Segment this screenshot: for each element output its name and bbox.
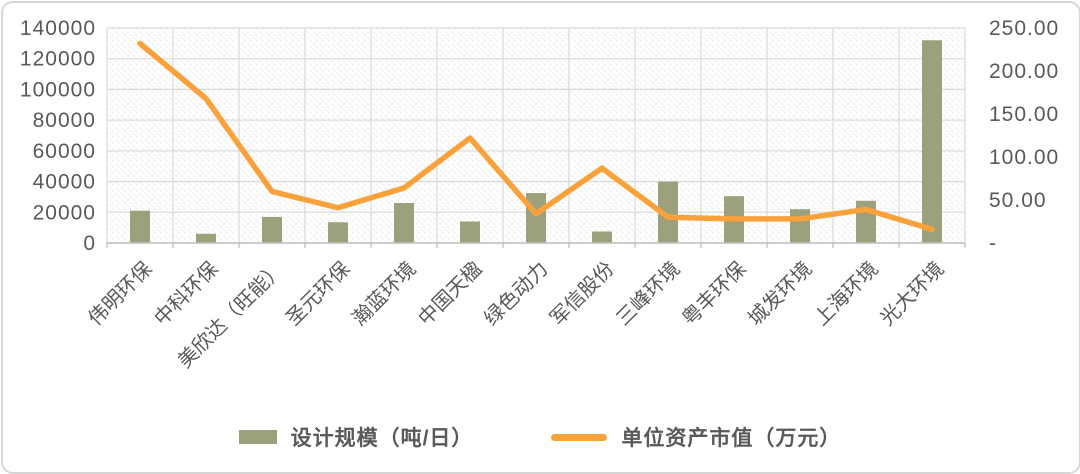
design-scale-bar [328, 222, 348, 243]
x-category-label: 粤丰环保 [678, 257, 751, 330]
design-scale-bar [922, 40, 942, 244]
x-category-label: 绿色动力 [480, 257, 553, 330]
gridlines [106, 27, 966, 244]
y-axis-right-labels: - 50.00 100.00 150.00 200.00 250.00 [989, 17, 1059, 255]
x-category-label: 上海环境 [810, 257, 883, 330]
y-right-tick-label: 100.00 [989, 146, 1059, 169]
x-category-label: 中国天楹 [414, 257, 487, 330]
y-right-tick-label: 250.00 [989, 17, 1059, 40]
x-category-label: 瀚蓝环境 [348, 257, 421, 330]
bar-series-design-scale [130, 40, 942, 244]
legend-label-unit-asset-value: 单位资产市值（万元） [621, 427, 842, 450]
x-category-label: 城发环境 [744, 257, 817, 330]
y-axis-left-labels: 0 20000 40000 60000 80000 100000 120000 140000 [20, 17, 96, 255]
line-series-unit-asset-value [137, 40, 935, 232]
y-left-tick-label: 100000 [20, 78, 96, 101]
y-left-tick-label: 140000 [20, 17, 96, 40]
x-category-label: 光大环境 [876, 257, 949, 330]
y-left-tick-label: 60000 [33, 140, 96, 163]
y-left-tick-label: 0 [83, 232, 96, 255]
legend-label-design-scale: 设计规模（吨/日） [290, 427, 474, 450]
design-scale-bar [196, 233, 216, 243]
design-scale-bar [592, 231, 612, 243]
y-right-tick-label: 200.00 [989, 60, 1059, 83]
y-left-tick-label: 120000 [20, 48, 96, 71]
design-scale-bar [460, 221, 480, 243]
legend: 设计规模（吨/日） 单位资产市值（万元） [0, 414, 1080, 460]
combo-chart: 020000400006000080000100000120000140000 … [20, 17, 1059, 373]
unit-asset-value-line [137, 40, 935, 232]
x-axis-category-labels: 伟明环保中科环保美欣达（旺能）圣元环保瀚蓝环境中国天楹绿色动力军信股份三峰环境粤… [84, 257, 949, 372]
x-axis-line [106, 242, 966, 248]
legend-item-design-scale: 设计规模（吨/日） [238, 422, 474, 452]
y-left-tick-label: 80000 [33, 109, 96, 132]
y-left-tick-label: 20000 [33, 201, 96, 224]
x-category-label: 军信股份 [546, 257, 619, 330]
x-category-label: 三峰环境 [612, 257, 685, 330]
y-right-tick-label: 50.00 [989, 189, 1047, 212]
design-scale-bar [394, 203, 414, 243]
legend-item-unit-asset-value: 单位资产市值（万元） [551, 422, 841, 452]
y-left-tick-label: 40000 [33, 171, 96, 194]
design-scale-bar [790, 209, 810, 243]
design-scale-bar [130, 210, 150, 243]
x-category-label: 圣元环保 [282, 257, 355, 330]
x-category-label: 伟明环保 [84, 257, 157, 330]
design-scale-bar [526, 193, 546, 243]
design-scale-bar [262, 216, 282, 243]
chart-area: 0 20000 40000 60000 80000 100000 120000 140000 … [20, 17, 1059, 373]
bar-swatch-icon [238, 430, 277, 444]
y-right-tick-label: - [989, 232, 997, 255]
design-scale-bar [658, 181, 678, 243]
line-swatch-icon [551, 433, 608, 441]
y-right-tick-label: 150.00 [989, 103, 1059, 126]
